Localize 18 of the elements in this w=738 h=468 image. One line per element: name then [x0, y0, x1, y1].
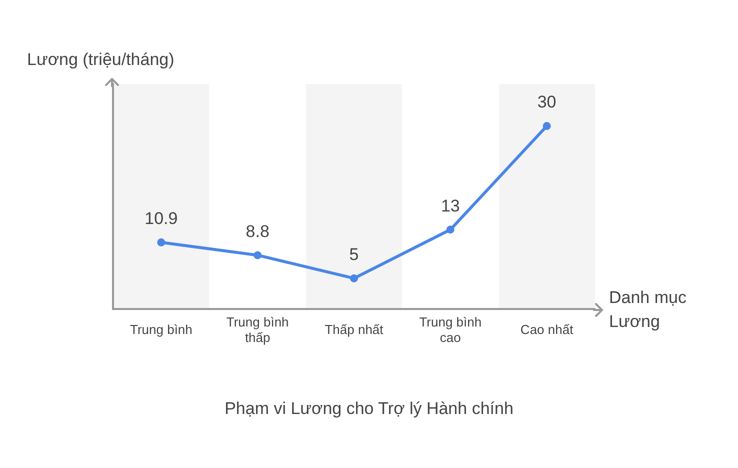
point: [542, 122, 551, 130]
data-label: 8.8: [246, 222, 270, 241]
x-tick-label: Thấp nhất: [324, 322, 384, 338]
data-label: 30: [537, 92, 556, 112]
point: [446, 226, 454, 234]
data-label: 5: [349, 245, 359, 264]
data-label: 10.9: [144, 209, 178, 228]
x-tick-label: Trung bình thấp: [226, 314, 289, 345]
x-tick-label: Cao nhất: [520, 322, 574, 338]
point: [254, 251, 262, 260]
data-label: 13: [440, 196, 460, 216]
x-tick-label: Trung bình: [130, 322, 192, 338]
y-axis-title: Lương (triệu/tháng): [27, 49, 174, 71]
point: [157, 238, 166, 246]
x-tick-label: Trung bình cao: [419, 314, 482, 345]
point: [350, 274, 358, 282]
x-axis-title: Danh mục Lương: [609, 286, 688, 333]
text: Phạm vi Lương cho Trợ lý Hành chính: [224, 398, 514, 420]
